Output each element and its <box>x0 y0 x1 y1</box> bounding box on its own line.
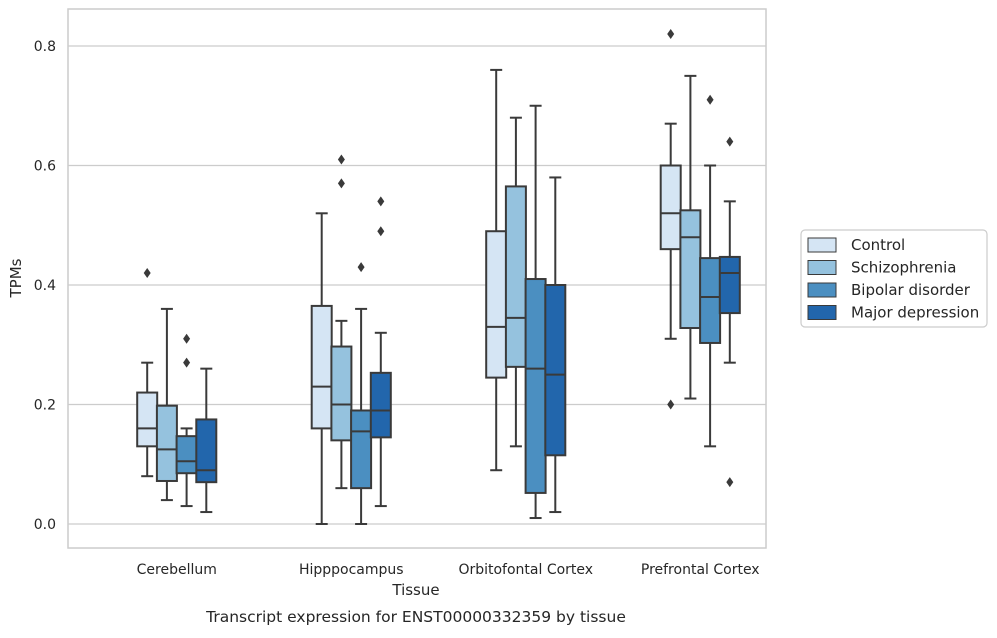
outlier-point <box>183 333 191 344</box>
y-tick-label: 0.8 <box>34 39 56 55</box>
legend-swatch <box>807 305 837 320</box>
legend-label: Control <box>851 236 905 254</box>
x-tick-label: Cerebellum <box>137 562 217 578</box>
box <box>369 371 392 439</box>
box-schizophrenia-orbitofontal-cortex <box>504 116 527 448</box>
box-layer <box>136 29 741 525</box>
legend-label: Schizophrenia <box>851 259 956 277</box>
box-schizophrenia-cerebellum <box>155 307 178 502</box>
legend-label: Major depression <box>851 304 979 322</box>
legend-swatch <box>807 260 837 275</box>
box-major-depression-hipppocampus <box>369 196 392 508</box>
box-major-depression-prefrontal-cortex <box>718 136 741 488</box>
y-axis-label: TPMs <box>7 258 25 298</box>
box <box>330 345 353 442</box>
box <box>524 278 547 494</box>
box <box>718 255 741 315</box>
outlier-point <box>183 357 191 368</box>
legend-swatch <box>807 237 837 253</box>
y-tick-label: 0.2 <box>34 398 56 414</box>
grid-lines <box>68 45 766 525</box>
box <box>485 230 508 379</box>
x-tick-label: Hipppocampus <box>299 562 404 578</box>
box <box>699 257 722 344</box>
box <box>504 185 527 368</box>
legend-frame <box>800 229 988 328</box>
outlier-point <box>337 178 345 189</box>
box <box>659 164 682 251</box>
box <box>136 391 159 448</box>
y-tick-label: 0.4 <box>34 278 56 294</box>
outlier-point <box>357 262 365 273</box>
outlier-point <box>377 196 385 207</box>
x-tick-label: Prefrontal Cortex <box>641 562 760 578</box>
outlier-point <box>337 154 345 165</box>
box-bipolar-disorder-orbitofontal-cortex <box>524 104 547 520</box>
outlier-point <box>667 399 675 410</box>
outlier-point <box>726 477 734 488</box>
box <box>350 409 373 490</box>
box-control-cerebellum <box>136 268 159 478</box>
box <box>679 209 702 330</box>
outlier-point <box>726 136 734 147</box>
box <box>195 418 218 484</box>
legend-label: Bipolar disorder <box>851 281 971 299</box>
box-bipolar-disorder-hipppocampus <box>350 262 373 525</box>
y-tick-label: 0.0 <box>34 517 56 533</box>
box-bipolar-disorder-cerebellum <box>175 333 198 508</box>
box-control-hipppocampus <box>310 212 333 525</box>
outlier-point <box>706 94 714 105</box>
box-schizophrenia-hipppocampus <box>330 154 353 490</box>
box-major-depression-orbitofontal-cortex <box>544 176 567 514</box>
legend-swatch <box>807 282 837 298</box>
y-tick-labels: 0.0 0.2 0.4 0.6 0.8 <box>34 39 56 533</box>
x-axis-label: Tissue <box>391 581 439 599</box>
box-bipolar-disorder-prefrontal-cortex <box>699 94 722 448</box>
outlier-point <box>143 268 151 279</box>
plot-frame <box>67 8 767 549</box>
box <box>175 435 198 475</box>
box-major-depression-cerebellum <box>195 367 218 514</box>
box <box>155 404 178 482</box>
box-schizophrenia-prefrontal-cortex <box>679 74 702 400</box>
box-control-orbitofontal-cortex <box>485 68 508 472</box>
box <box>310 304 333 430</box>
figure-caption: Transcript expression for ENST0000033235… <box>205 608 626 626</box>
legend: Control Schizophrenia Bipolar disorder Majo… <box>800 229 988 328</box>
box-control-prefrontal-cortex <box>659 29 682 410</box>
outlier-point <box>377 226 385 237</box>
outlier-point <box>667 29 675 40</box>
x-tick-labels: Cerebellum Hipppocampus Orbitofontal Corte… <box>137 562 760 578</box>
y-tick-label: 0.6 <box>34 159 56 175</box>
box <box>544 284 567 457</box>
x-tick-label: Orbitofontal Cortex <box>458 562 593 578</box>
